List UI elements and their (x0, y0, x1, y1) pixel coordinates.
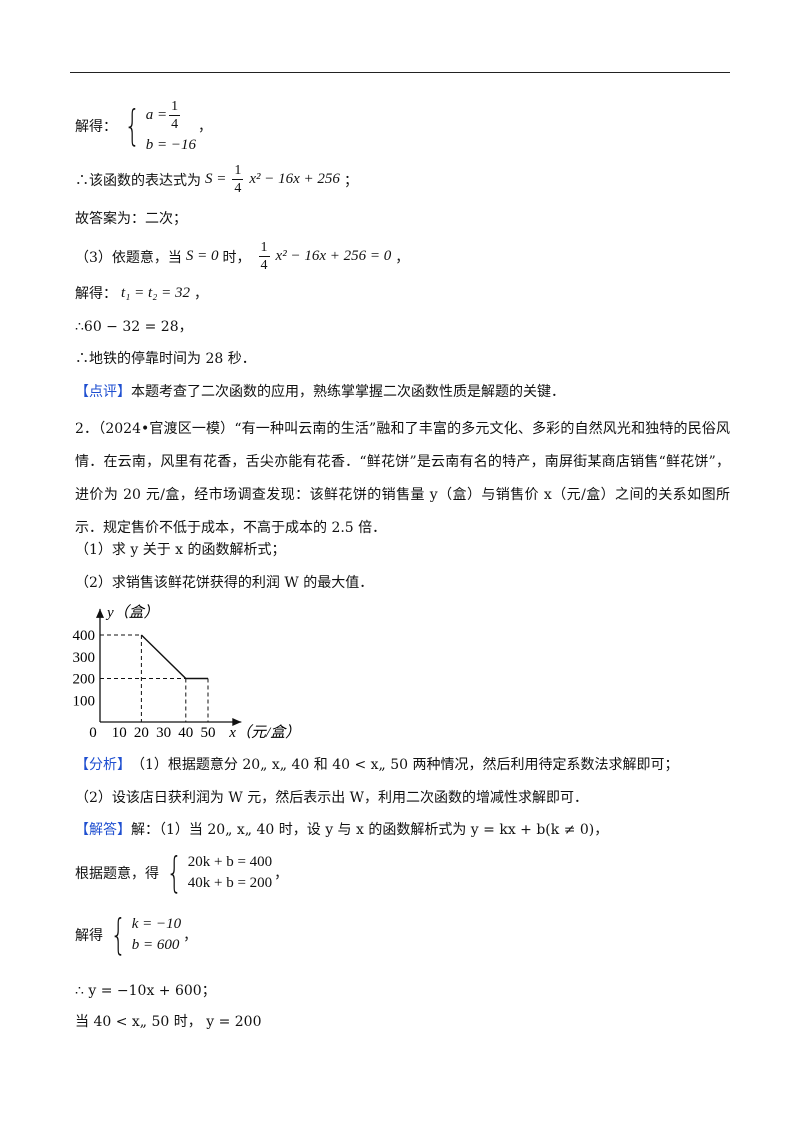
text: （2）设该店日获利润为 W 元，然后表示出 W，利用二次函数的增减性求解即可． (75, 790, 589, 806)
tag: 【分析】 (75, 757, 131, 773)
x-tick-label: 40 (178, 725, 193, 741)
math: x² − 16x + 256 = 0 (275, 248, 392, 264)
math: x² − 16x + 256 (249, 171, 340, 187)
text: ； (343, 172, 358, 189)
text: ， (197, 119, 212, 135)
line: 【分析】 （1）根据题意分 20„ x„ 40 和 40 < x„ 50 两种情… (75, 754, 679, 774)
x-axis-label: x（元/盒） (228, 724, 300, 741)
line: 【点评】 本题考查了二次函数的应用，熟练掌掌握二次函数性质是解题的关键． (75, 381, 565, 401)
tag: 【点评】 (75, 384, 131, 400)
math: t₁ = t₂ = 32 (121, 284, 191, 301)
x-tick-label: 30 (156, 725, 171, 741)
num: 1 (169, 99, 181, 116)
y-axis-label: y（盒） (105, 604, 159, 621)
math: S = (205, 171, 227, 187)
arrow (96, 608, 104, 618)
den: 4 (260, 258, 268, 273)
math: k = −10 (131, 916, 182, 932)
text: ， (274, 866, 289, 882)
system: { a = 1 4 b = −16 (124, 99, 196, 153)
header-rule (70, 72, 730, 73)
text: 当 40 < x„ 50 时， y = 200 (75, 1014, 262, 1030)
den: 4 (171, 117, 179, 132)
math: b = −16 (145, 137, 196, 153)
text: 根据题意，得 (75, 866, 159, 882)
line: 解得： t₁ = t₂ = 32 ， (75, 283, 208, 303)
y-tick-label: 300 (73, 650, 96, 666)
text: 解得： (75, 119, 117, 135)
math: 20k + b = 400 (187, 854, 273, 870)
text: ∴60 − 32 = 28， (75, 319, 193, 335)
den: 4 (234, 181, 242, 196)
text: ∴地铁的停靠时间为 28 秒． (75, 351, 256, 367)
x-tick-label: 20 (134, 725, 149, 741)
graph-line (140, 634, 208, 680)
tag: 【解答】 (75, 822, 131, 838)
text: 解得： (75, 286, 117, 302)
line: 解得 { k = −10 b = 600 ， (75, 910, 198, 959)
x-tick-label: 10 (112, 725, 127, 741)
text: ， (194, 286, 209, 302)
text: （1）求 y 关于 x 的函数解析式； (75, 542, 286, 558)
arrow (232, 718, 242, 726)
num: 1 (232, 163, 244, 180)
text: 本题考查了二次函数的应用，熟练掌掌握二次函数性质是解题的关键． (131, 384, 565, 400)
text: ∴该函数的表达式为 (75, 172, 201, 189)
text: （3）依题意，当 (75, 249, 182, 266)
line: 【解答】 解：（1）当 20„ x„ 40 时，设 y 与 x 的函数解析式为 … (75, 819, 608, 839)
figure: 0 y（盒） x（元/盒） 10 20 30 40 50 100 200 300 400 (73, 604, 301, 741)
text: ∴ y = −10x + 600； (75, 983, 216, 999)
math: b = 600 (131, 937, 180, 953)
y-tick-label: 100 (73, 693, 96, 709)
math: S = 0 (185, 248, 219, 264)
y-tick-label: 400 (73, 628, 96, 644)
num: 1 (258, 240, 270, 257)
text: 故答案为：二次； (75, 211, 187, 227)
line: 解得： { a = 1 4 b = −16 ， (75, 98, 212, 154)
math: a = (145, 107, 168, 123)
text: 解：（1）当 20„ x„ 40 时，设 y 与 x 的函数解析式为 y = k… (131, 822, 609, 838)
problem: 2．（2024•官渡区一模）“有一种叫云南的生活”融和了丰富的多元文化、多彩的自… (75, 421, 730, 536)
text: （1）根据题意分 20„ x„ 40 和 40 < x„ 50 两种情况，然后利… (131, 757, 679, 773)
x-tick-label: 50 (201, 725, 216, 741)
text: ， (183, 928, 198, 944)
text: ， (395, 249, 410, 266)
y-tick-label: 200 (73, 672, 96, 688)
text: 时， (222, 249, 251, 266)
math: 40k + b = 200 (187, 875, 273, 891)
origin-label: 0 (89, 725, 97, 741)
line: 根据题意，得 { 20k + b = 400 40k + b = 200 ， (75, 848, 289, 897)
text: 解得 (75, 928, 103, 944)
text: （2）求销售该鲜花饼获得的利润 W 的最大值． (75, 575, 374, 591)
